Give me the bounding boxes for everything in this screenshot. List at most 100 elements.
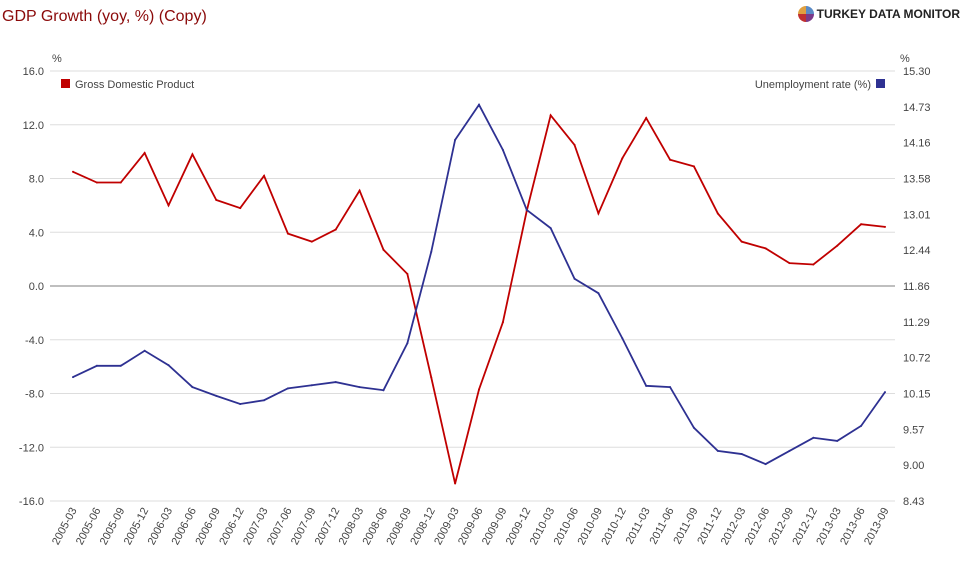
left-tick-label: -16.0 — [19, 496, 44, 508]
data-point — [812, 436, 815, 439]
data-point — [167, 204, 170, 207]
data-point — [239, 207, 242, 210]
data-point — [191, 386, 194, 389]
left-axis-unit: % — [52, 53, 62, 65]
data-point — [72, 376, 74, 379]
data-point — [95, 181, 98, 184]
right-tick-label: 15.30 — [903, 66, 931, 78]
data-point — [263, 174, 266, 177]
left-tick-label: 16.0 — [23, 66, 44, 78]
right-tick-label: 10.72 — [903, 353, 931, 365]
left-tick-label: -4.0 — [25, 335, 44, 347]
data-point — [406, 272, 409, 275]
data-point — [597, 292, 600, 295]
data-point — [669, 386, 672, 389]
data-point — [310, 240, 313, 243]
data-point — [501, 321, 504, 324]
data-point — [430, 250, 433, 253]
data-point — [382, 389, 385, 392]
data-point — [716, 212, 719, 215]
data-point — [860, 223, 863, 226]
data-point — [621, 337, 624, 340]
data-point — [692, 165, 695, 168]
legend-swatch — [876, 79, 885, 88]
right-tick-label: 11.86 — [903, 281, 930, 293]
legend-label: Gross Domestic Product — [75, 79, 194, 91]
chart-title: GDP Growth (yoy, %) (Copy) — [2, 8, 207, 25]
right-axis-unit: % — [900, 53, 910, 65]
brand-name: TURKEY DATA MONITOR — [816, 7, 960, 21]
right-tick-label: 11.29 — [903, 317, 930, 329]
data-point — [764, 463, 767, 466]
left-tick-label: 12.0 — [23, 120, 44, 132]
series-line-gdp — [72, 113, 886, 484]
data-point — [454, 138, 457, 141]
data-point — [788, 262, 791, 265]
right-tick-label: 14.73 — [903, 102, 931, 114]
data-point — [143, 349, 146, 352]
data-point — [334, 228, 337, 231]
data-point — [358, 386, 361, 389]
data-point — [645, 384, 648, 387]
data-point — [119, 364, 122, 367]
left-tick-label: -8.0 — [25, 389, 44, 401]
data-point — [310, 384, 313, 387]
data-point — [836, 439, 839, 442]
data-point — [573, 277, 576, 280]
right-tick-label: 13.01 — [903, 209, 931, 221]
right-tick-label: 10.15 — [903, 389, 931, 401]
left-tick-label: 0.0 — [29, 281, 44, 293]
left-tick-label: 8.0 — [29, 174, 44, 186]
data-point — [812, 263, 815, 266]
data-point — [478, 103, 480, 106]
data-point — [740, 240, 743, 243]
left-tick-label: 4.0 — [29, 227, 44, 239]
data-point — [358, 189, 361, 192]
data-point — [119, 181, 122, 184]
data-point — [669, 158, 672, 161]
right-tick-label: 14.16 — [903, 138, 931, 150]
data-point — [72, 170, 74, 173]
pie-logo-icon — [797, 6, 814, 22]
data-point — [501, 148, 504, 151]
data-point — [573, 143, 576, 146]
data-point — [263, 399, 266, 402]
legend-label: Unemployment rate (%) — [755, 79, 871, 91]
data-point — [621, 157, 624, 160]
data-point — [406, 342, 409, 345]
data-point — [239, 402, 242, 405]
legend-swatch — [61, 79, 70, 88]
data-point — [167, 364, 170, 367]
data-point — [215, 199, 218, 201]
right-tick-label: 9.57 — [903, 424, 924, 436]
data-point — [740, 453, 743, 456]
data-point — [884, 391, 886, 394]
data-point — [454, 482, 457, 485]
data-point — [884, 225, 886, 228]
data-point — [788, 449, 791, 452]
data-point — [95, 364, 98, 367]
data-point — [215, 394, 218, 397]
data-point — [286, 387, 289, 390]
data-point — [764, 247, 767, 250]
right-tick-label: 13.58 — [903, 174, 931, 186]
data-point — [549, 114, 552, 117]
data-point — [860, 424, 863, 427]
data-point — [334, 381, 337, 384]
right-tick-label: 8.43 — [903, 496, 924, 508]
data-point — [836, 244, 839, 247]
data-point — [549, 227, 552, 230]
data-point — [525, 208, 528, 211]
right-tick-label: 12.44 — [903, 245, 931, 257]
data-point — [645, 117, 648, 120]
right-tick-label: 9.00 — [903, 460, 924, 472]
data-point — [716, 449, 719, 452]
left-tick-label: -12.0 — [19, 442, 44, 454]
data-point — [430, 376, 433, 379]
data-point — [191, 153, 194, 156]
data-point — [692, 426, 695, 429]
brand-logo: TURKEY DATA MONITOR — [797, 6, 960, 22]
data-point — [597, 212, 600, 215]
